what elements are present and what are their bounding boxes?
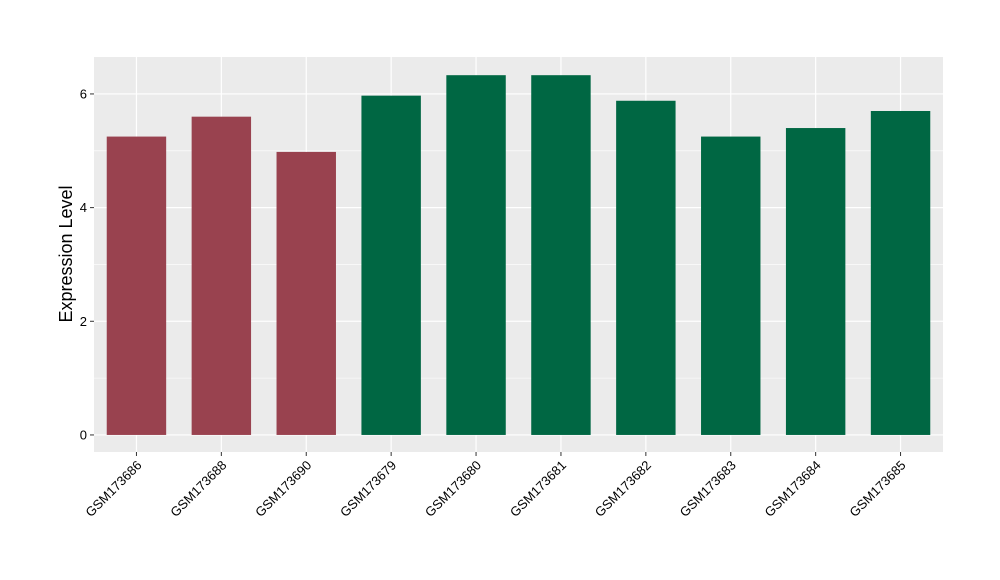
bar-gsm173680 xyxy=(446,75,506,435)
bar-gsm173684 xyxy=(785,128,846,435)
x-tick-label: GSM173688 xyxy=(167,458,229,520)
bar-gsm173683 xyxy=(701,136,761,435)
x-tick-label: GSM173684 xyxy=(762,458,824,520)
bar-gsm173685 xyxy=(870,110,931,435)
y-tick-label: 6 xyxy=(80,86,87,101)
bar-gsm173679 xyxy=(361,95,421,435)
x-tick-label: GSM173682 xyxy=(592,458,654,520)
bar-gsm173682 xyxy=(616,100,676,435)
x-tick-label: GSM173686 xyxy=(82,458,144,520)
bar-gsm173690 xyxy=(276,151,336,435)
bar-layer xyxy=(106,75,931,435)
x-axis: GSM173686 GSM173688 GSM173690 GSM173679 GSM1… xyxy=(82,452,909,520)
y-axis: 0 2 4 6 xyxy=(80,86,94,442)
x-tick-label: GSM173685 xyxy=(846,458,908,520)
x-tick-label: GSM173683 xyxy=(677,458,739,520)
bar-gsm173681 xyxy=(531,75,591,435)
x-tick-label: GSM173680 xyxy=(422,458,484,520)
x-tick-label: GSM173679 xyxy=(337,458,399,520)
y-tick-label: 4 xyxy=(80,200,87,215)
bar-gsm173686 xyxy=(106,136,167,435)
y-axis-title: Expression Level xyxy=(56,185,76,322)
y-tick-label: 2 xyxy=(80,314,87,329)
y-tick-label: 0 xyxy=(80,427,87,442)
x-tick-label: GSM173681 xyxy=(507,458,569,520)
x-tick-label: GSM173690 xyxy=(252,458,314,520)
bar-gsm173688 xyxy=(191,116,252,435)
